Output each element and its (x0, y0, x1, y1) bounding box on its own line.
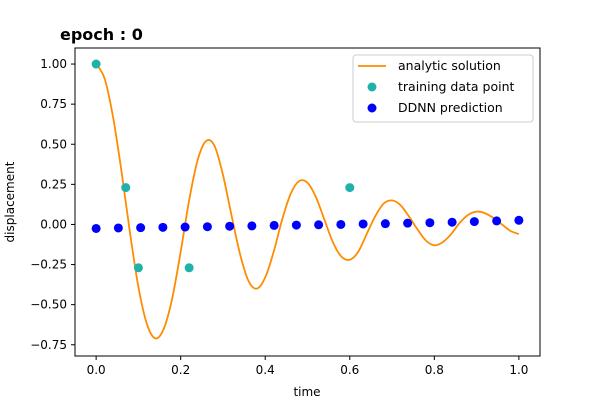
point-ddnn-prediction (358, 219, 368, 229)
point-ddnn-prediction (380, 219, 390, 229)
point-training-data-point (121, 183, 131, 193)
x-tick-label: 0.6 (340, 363, 359, 377)
x-tick-label: 0.4 (256, 363, 275, 377)
point-ddnn-prediction (269, 220, 279, 230)
legend: analytic solution training data point DD… (352, 54, 534, 123)
x-axis-label: time (293, 385, 320, 399)
legend-box (352, 54, 534, 123)
chart-title: epoch : 0 (60, 25, 143, 44)
legend-marker-prediction (367, 103, 377, 113)
legend-label-prediction: DDNN prediction (398, 100, 503, 115)
point-ddnn-prediction (336, 219, 346, 229)
legend-label-analytic: analytic solution (398, 58, 501, 73)
x-tick-label: 0.8 (425, 363, 444, 377)
x-tick-label: 0.2 (171, 363, 190, 377)
point-ddnn-prediction (469, 217, 479, 227)
point-ddnn-prediction (247, 221, 257, 231)
y-axis-label: displacement (3, 161, 17, 242)
point-ddnn-prediction (202, 222, 212, 232)
y-tick-label: 0.25 (40, 177, 67, 191)
point-ddnn-prediction (136, 223, 146, 233)
legend-marker-training (367, 82, 377, 92)
y-tick-label: −0.75 (30, 338, 67, 352)
y-tick-label: 1.00 (40, 57, 67, 71)
point-ddnn-prediction (291, 220, 301, 230)
plot-frame (74, 47, 541, 357)
point-ddnn-prediction (514, 215, 524, 225)
series-line-analytic-solution (95, 63, 520, 340)
point-ddnn-prediction (91, 223, 101, 233)
point-ddnn-prediction (425, 218, 435, 228)
point-ddnn-prediction (158, 222, 168, 232)
point-ddnn-prediction (113, 223, 123, 233)
x-tick-label: 0.0 (87, 363, 106, 377)
x-axis: 0.0 0.2 0.4 0.6 0.8 1.0 (87, 356, 528, 377)
y-tick-label: 0.75 (40, 97, 67, 111)
y-tick-label: −0.25 (30, 258, 67, 272)
point-training-data-point (345, 183, 355, 193)
point-ddnn-prediction (492, 216, 502, 226)
y-tick-label: 0.00 (40, 217, 67, 231)
point-ddnn-prediction (180, 222, 190, 232)
x-tick-label: 1.0 (509, 363, 528, 377)
y-tick-label: −0.50 (30, 298, 67, 312)
point-ddnn-prediction (314, 220, 324, 230)
point-ddnn-prediction (403, 218, 413, 228)
point-training-data-point (184, 263, 194, 273)
legend-label-training: training data point (398, 79, 515, 94)
point-training-data-point (133, 263, 143, 273)
point-ddnn-prediction (225, 221, 235, 231)
y-tick-label: 0.50 (40, 137, 67, 151)
series-layer (91, 59, 524, 340)
point-training-data-point (91, 59, 101, 69)
y-axis: 1.00 0.75 0.50 0.25 0.00 −0.25 −0.50 −0.75 (30, 57, 75, 352)
point-ddnn-prediction (447, 217, 457, 227)
